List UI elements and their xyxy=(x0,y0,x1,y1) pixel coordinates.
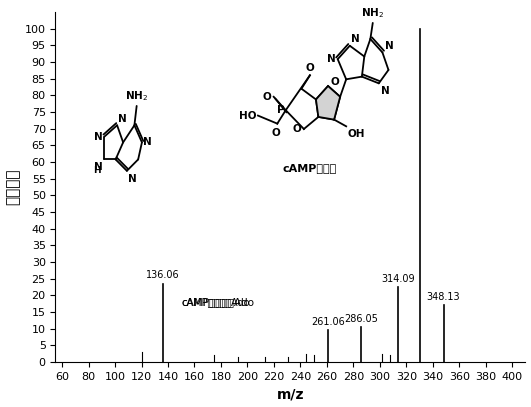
Text: 314.09: 314.09 xyxy=(382,274,415,284)
Text: cAMP碎片离子Ado: cAMP碎片离子Ado xyxy=(181,297,250,307)
Text: 261.06: 261.06 xyxy=(311,317,345,327)
Text: 348.13: 348.13 xyxy=(427,292,460,302)
Text: 136.06: 136.06 xyxy=(146,270,179,280)
X-axis label: m/z: m/z xyxy=(277,387,304,401)
Text: cAMP碎片离子Ado: cAMP碎片离子Ado xyxy=(181,297,254,307)
Y-axis label: 相对丰度: 相对丰度 xyxy=(5,169,21,205)
Text: 286.05: 286.05 xyxy=(345,314,378,324)
